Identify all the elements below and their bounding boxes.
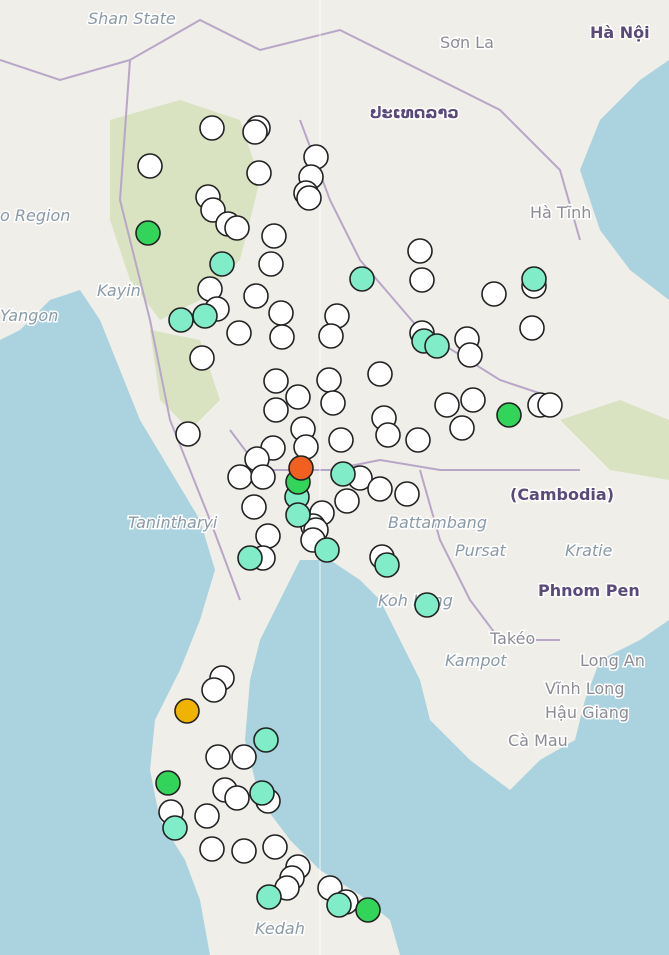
- station-marker: [168, 307, 194, 333]
- station-marker: [226, 320, 252, 346]
- station-marker: [334, 488, 360, 514]
- station-marker: [194, 803, 220, 829]
- station-marker: [496, 402, 522, 428]
- station-marker: [256, 884, 282, 910]
- station-marker: [192, 303, 218, 329]
- station-marker: [250, 464, 276, 490]
- station-marker: [374, 552, 400, 578]
- station-marker: [519, 315, 545, 341]
- station-marker: [405, 427, 431, 453]
- station-marker: [224, 785, 250, 811]
- station-marker: [255, 523, 281, 549]
- station-marker: [285, 502, 311, 528]
- station-marker: [227, 464, 253, 490]
- forest: [110, 100, 669, 480]
- station-marker: [355, 897, 381, 923]
- place-label: Yangon: [0, 306, 58, 325]
- station-marker: [231, 744, 257, 770]
- station-marker: [414, 592, 440, 618]
- place-label: Cà Mau: [508, 731, 568, 750]
- station-marker: [349, 266, 375, 292]
- station-marker: [174, 698, 200, 724]
- station-marker: [199, 836, 225, 862]
- place-label: Tanintharyi: [128, 513, 218, 532]
- place-label: Sơn La: [440, 33, 494, 52]
- place-label: Shan State: [88, 9, 176, 28]
- place-label: Kampot: [445, 651, 507, 670]
- station-marker: [407, 238, 433, 264]
- station-marker: [316, 367, 342, 393]
- station-marker: [314, 537, 340, 563]
- station-marker: [328, 427, 354, 453]
- station-marker: [261, 223, 287, 249]
- place-label: Battambang: [388, 513, 487, 532]
- station-marker: [175, 421, 201, 447]
- station-marker: [262, 834, 288, 860]
- place-label: o Region: [0, 206, 70, 225]
- station-marker: [296, 185, 322, 211]
- station-marker: [209, 251, 235, 277]
- station-marker: [253, 727, 279, 753]
- station-marker: [449, 415, 475, 441]
- station-marker: [189, 345, 215, 371]
- place-label: Takéo: [489, 629, 535, 648]
- station-marker: [367, 361, 393, 387]
- labels: Shan State Sơn La Hà Nội ປະເທດລາວ Hà Tĩnh o R…: [0, 8, 651, 940]
- station-marker: [243, 283, 269, 309]
- place-label: Pursat: [455, 541, 507, 560]
- station-marker: [199, 115, 225, 141]
- station-marker: [263, 368, 289, 394]
- place-label: Hà Nội: [590, 23, 650, 42]
- station-marker: [293, 434, 319, 460]
- station-marker: [375, 422, 401, 448]
- station-marker: [318, 323, 344, 349]
- place-label: Hà Tĩnh: [530, 203, 591, 222]
- station-marker: [224, 215, 250, 241]
- place-label: Kedah: [255, 919, 305, 938]
- borders: [0, 18, 581, 641]
- station-marker: [537, 392, 563, 418]
- station-marker: [394, 481, 420, 507]
- station-marker: [249, 780, 275, 806]
- station-marker: [481, 281, 507, 307]
- markers: [135, 115, 563, 923]
- station-marker: [457, 342, 483, 368]
- station-marker: [241, 494, 267, 520]
- place-label: (Cambodia): [510, 485, 614, 504]
- station-marker: [135, 220, 161, 246]
- station-marker: [285, 384, 311, 410]
- station-marker: [434, 392, 460, 418]
- place-label: Kratie: [565, 541, 613, 560]
- place-label: Long An: [580, 651, 645, 670]
- station-marker: [268, 300, 294, 326]
- place-label: Vĩnh Long: [545, 679, 624, 698]
- station-marker: [242, 119, 268, 145]
- station-marker: [409, 267, 435, 293]
- station-marker: [269, 324, 295, 350]
- station-marker: [460, 387, 486, 413]
- station-marker: [205, 744, 231, 770]
- station-marker: [424, 333, 450, 359]
- station-marker: [137, 153, 163, 179]
- station-marker: [288, 455, 314, 481]
- station-marker: [237, 545, 263, 571]
- place-label: Phnom Pen: [538, 581, 640, 600]
- station-marker: [231, 838, 257, 864]
- station-marker: [162, 815, 188, 841]
- station-marker: [201, 677, 227, 703]
- station-marker: [263, 397, 289, 423]
- place-label: Hậu Giang: [545, 703, 629, 722]
- place-label: Kayin: [97, 281, 141, 300]
- station-marker: [155, 770, 181, 796]
- station-marker: [521, 266, 547, 292]
- station-marker: [246, 160, 272, 186]
- station-marker: [326, 892, 352, 918]
- station-marker: [258, 251, 284, 277]
- station-marker: [330, 461, 356, 487]
- place-label: ປະເທດລາວ: [370, 103, 459, 122]
- station-marker: [367, 476, 393, 502]
- station-marker: [320, 390, 346, 416]
